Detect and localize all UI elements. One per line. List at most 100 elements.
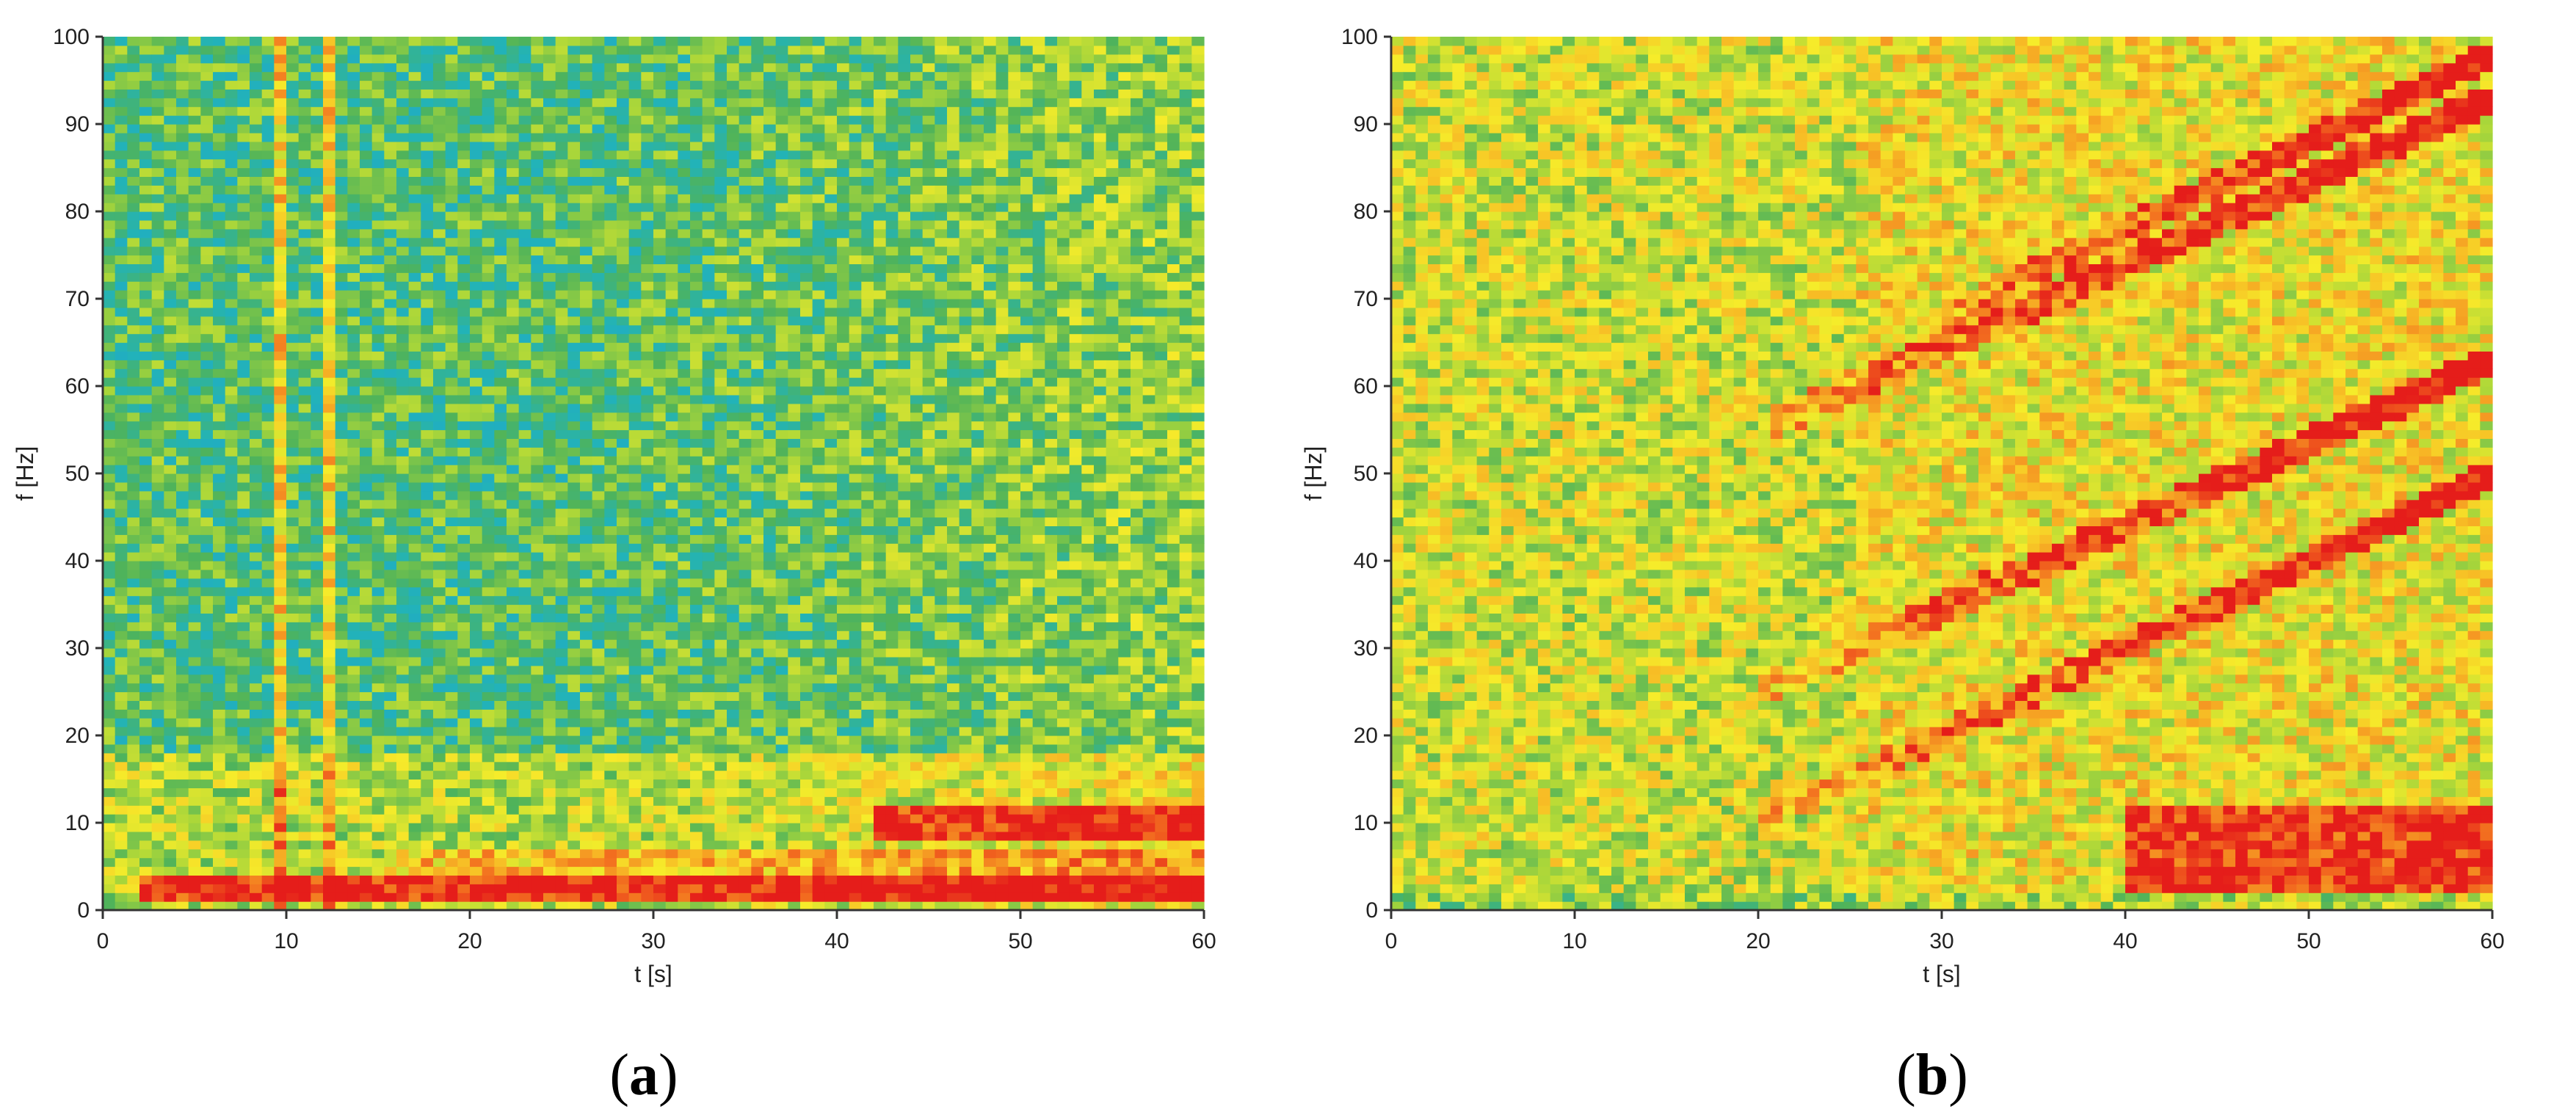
heatmap-cell [628,115,642,125]
heatmap-cell [360,481,373,492]
heatmap-cell [213,316,226,326]
heatmap-cell [678,700,691,710]
heatmap-cell [115,132,128,142]
heatmap-cell [335,237,348,247]
heatmap-cell [690,630,703,640]
heatmap-cell [274,656,287,666]
heatmap-cell [433,561,446,570]
heatmap-cell [323,167,336,177]
heatmap-cell [360,831,373,841]
heatmap-cell [164,490,177,501]
heatmap-cell [470,875,483,884]
heatmap-cell [690,255,703,264]
heatmap-cell [482,761,495,771]
heatmap-cell [555,848,568,859]
heatmap-cell [261,770,275,780]
heatmap-cell [408,473,421,483]
heatmap-cell [653,176,667,186]
heatmap-cell [665,228,678,239]
heatmap-cell [531,394,544,404]
heatmap-cell [225,604,238,614]
heatmap-cell [225,412,238,422]
heatmap-cell [665,639,678,649]
heatmap-cell [274,62,287,73]
heatmap-cell [360,814,373,823]
heatmap-cell [592,674,605,684]
heatmap-cell [335,299,348,308]
heatmap-cell [188,159,201,169]
heatmap-cell [555,586,568,597]
heatmap-cell [555,499,568,509]
heatmap-cell [237,194,250,203]
heatmap-cell [360,185,373,194]
heatmap-cell [494,438,507,448]
heatmap-cell [164,290,177,299]
heatmap-cell [507,761,520,771]
heatmap-cell [653,814,667,823]
heatmap-cell [580,569,593,579]
heatmap-cell [702,595,715,606]
heatmap-cell [335,561,348,570]
heatmap-cell [250,360,263,369]
heatmap-cell [592,901,605,911]
heatmap-cell [690,185,703,194]
heatmap-cell [457,394,471,404]
heatmap-cell [360,447,373,457]
heatmap-cell [641,37,654,46]
heatmap-cell [384,412,397,422]
heatmap-cell [628,665,642,675]
heatmap-cell [408,124,421,134]
heatmap-cell [261,490,275,501]
heatmap-cell [103,718,116,727]
heatmap-cell [164,421,177,431]
heatmap-cell [250,857,263,868]
heatmap-cell [604,814,617,823]
heatmap-cell [237,377,250,387]
heatmap-cell [567,848,581,859]
heatmap-cell [555,743,568,754]
heatmap-cell [555,648,568,658]
heatmap-cell [139,561,153,570]
heatmap-cell [360,473,373,483]
heatmap-cell [665,299,678,308]
heatmap-cell [445,124,458,134]
heatmap-cell [482,465,495,474]
heatmap-cell [408,552,421,561]
heatmap-cell [641,377,654,387]
heatmap-cell [335,901,348,911]
heatmap-cell [384,569,397,579]
heatmap-cell [531,499,544,509]
heatmap-cell [592,639,605,649]
heatmap-cell [543,901,556,911]
heatmap-cell [335,421,348,431]
heatmap-cell [396,324,410,335]
heatmap-cell [592,569,605,579]
heatmap-cell [323,54,336,64]
heatmap-cell [176,307,189,317]
heatmap-cell [323,814,336,823]
heatmap-cell [213,788,226,797]
heatmap-cell [188,342,201,352]
heatmap-cell [494,263,507,273]
heatmap-cell [298,412,311,422]
heatmap-cell [567,674,581,684]
heatmap-cell [408,595,421,606]
heatmap-cell [421,290,434,299]
heatmap-cell [335,403,348,413]
heatmap-cell [298,534,311,544]
heatmap-cell [518,875,531,884]
heatmap-cell [274,89,287,98]
heatmap-cell [347,718,360,727]
heatmap-cell [628,639,642,649]
heatmap-cell [103,456,116,465]
heatmap-cell [335,796,348,806]
heatmap-cell [103,246,116,256]
heatmap-cell [507,735,520,745]
heatmap-cell [445,456,458,465]
heatmap-cell [115,517,128,526]
heatmap-cell [311,639,324,649]
heatmap-cell [470,892,483,902]
heatmap-cell [457,569,471,579]
heatmap-cell [164,429,177,439]
heatmap-cell [421,473,434,483]
